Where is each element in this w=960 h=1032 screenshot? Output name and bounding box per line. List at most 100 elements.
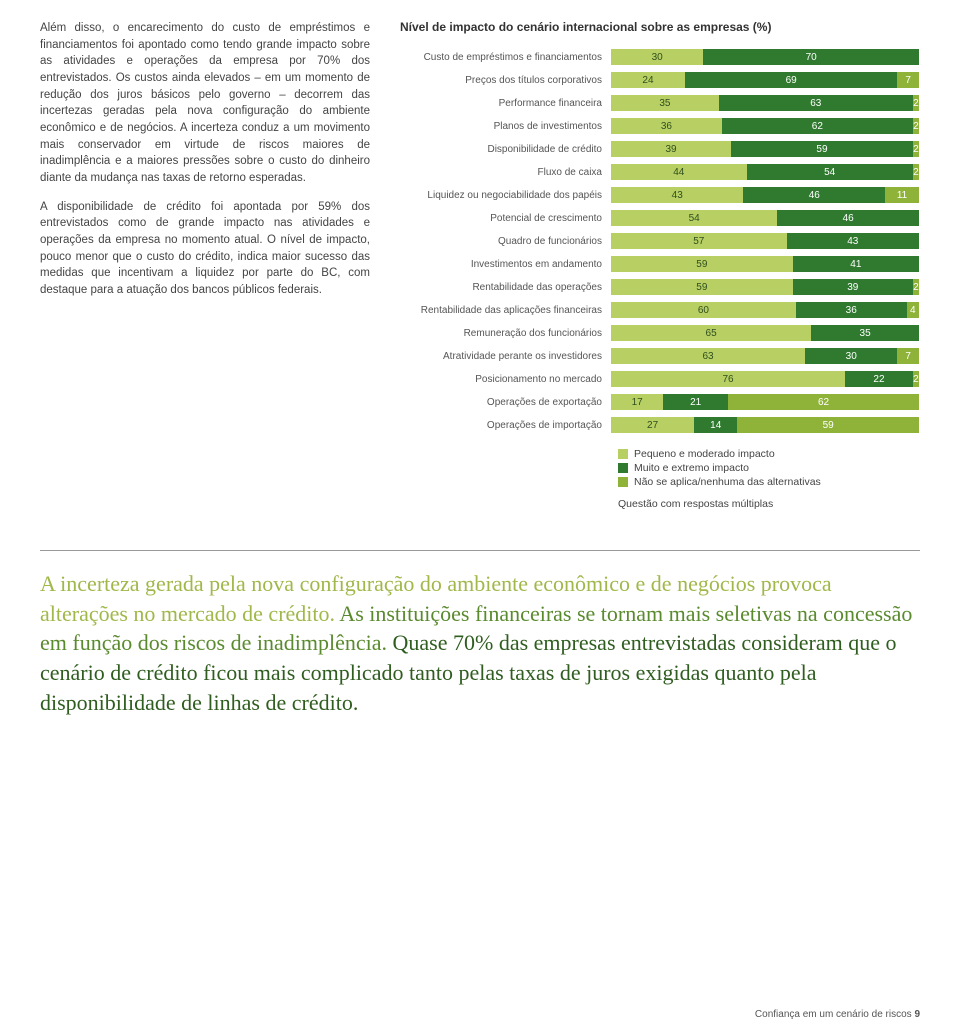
chart-column: Nível de impacto do cenário internaciona… (400, 20, 920, 510)
chart-segment: 30 (611, 49, 703, 65)
chart-segment: 59 (731, 141, 913, 157)
chart-title: Nível de impacto do cenário internaciona… (400, 20, 920, 34)
chart-segment: 62 (728, 394, 919, 410)
chart-row: Rentabilidade das operações59392 (400, 278, 920, 296)
chart-segment: 76 (611, 371, 845, 387)
chart-segment: 2 (913, 279, 919, 295)
chart-row-label: Preços dos títulos corporativos (400, 75, 610, 86)
legend-label: Muito e extremo impacto (634, 462, 749, 474)
legend-swatch (618, 477, 628, 487)
chart-segment: 60 (611, 302, 796, 318)
legend-label: Pequeno e moderado impacto (634, 448, 775, 460)
chart-row: Rentabilidade das aplicações financeiras… (400, 301, 920, 319)
chart-row-bars: 434611 (610, 186, 920, 204)
chart-segment: 36 (796, 302, 907, 318)
chart-row: Disponibilidade de crédito39592 (400, 140, 920, 158)
chart-row-bars: 172162 (610, 393, 920, 411)
chart-segment: 2 (913, 118, 919, 134)
chart-segment: 70 (703, 49, 919, 65)
chart-row-bars: 39592 (610, 140, 920, 158)
chart-row: Performance financeira35632 (400, 94, 920, 112)
chart-row-label: Remuneração dos funcionários (400, 328, 610, 339)
chart-segment: 2 (913, 371, 919, 387)
chart-segment: 43 (611, 187, 743, 203)
chart-segment: 2 (913, 95, 919, 111)
chart-segment: 46 (777, 210, 919, 226)
chart-segment: 65 (611, 325, 811, 341)
legend-item: Muito e extremo impacto (618, 462, 920, 474)
chart-segment: 63 (611, 348, 805, 364)
legend-item: Pequeno e moderado impacto (618, 448, 920, 460)
chart-row-label: Operações de importação (400, 420, 610, 431)
chart-segment: 44 (611, 164, 747, 180)
chart-segment: 41 (793, 256, 919, 272)
chart-segment: 46 (743, 187, 885, 203)
chart-row-label: Liquidez ou negociabilidade dos papéis (400, 190, 610, 201)
chart-row-bars: 5941 (610, 255, 920, 273)
chart-segment: 14 (694, 417, 737, 433)
chart-segment: 59 (611, 279, 793, 295)
chart-row-label: Potencial de crescimento (400, 213, 610, 224)
chart-row: Remuneração dos funcionários6535 (400, 324, 920, 342)
chart-segment: 59 (611, 256, 793, 272)
chart-row-bars: 271459 (610, 416, 920, 434)
chart-segment: 62 (722, 118, 913, 134)
chart-segment: 11 (885, 187, 919, 203)
paragraph-1: Além disso, o encarecimento do custo de … (40, 20, 370, 187)
chart-segment: 7 (897, 72, 919, 88)
chart-note: Questão com respostas múltiplas (618, 498, 920, 510)
paragraph-2: A disponibilidade de crédito foi apontad… (40, 199, 370, 299)
chart-row-bars: 3070 (610, 48, 920, 66)
chart-rows-container: Custo de empréstimos e financiamentos307… (400, 48, 920, 434)
chart-segment: 30 (805, 348, 897, 364)
footer-text: Confiança em um cenário de riscos (755, 1009, 912, 1020)
chart-segment: 54 (747, 164, 913, 180)
chart-row-label: Rentabilidade das aplicações financeiras (400, 305, 610, 316)
chart-row: Custo de empréstimos e financiamentos307… (400, 48, 920, 66)
chart-segment: 4 (907, 302, 919, 318)
chart-row-label: Custo de empréstimos e financiamentos (400, 52, 610, 63)
chart-row-bars: 36622 (610, 117, 920, 135)
chart-row-label: Quadro de funcionários (400, 236, 610, 247)
chart-row-bars: 35632 (610, 94, 920, 112)
chart-segment: 17 (611, 394, 663, 410)
chart-segment: 35 (611, 95, 719, 111)
chart-segment: 69 (685, 72, 898, 88)
chart-segment: 57 (611, 233, 787, 249)
chart-segment: 7 (897, 348, 919, 364)
chart-segment: 24 (611, 72, 685, 88)
page-footer: Confiança em um cenário de riscos 9 (755, 1009, 920, 1020)
chart-segment: 63 (719, 95, 913, 111)
legend-swatch (618, 449, 628, 459)
chart-segment: 43 (787, 233, 919, 249)
chart-segment: 35 (811, 325, 919, 341)
legend-swatch (618, 463, 628, 473)
chart-row-bars: 63307 (610, 347, 920, 365)
chart-row: Potencial de crescimento5446 (400, 209, 920, 227)
chart-segment: 36 (611, 118, 722, 134)
chart-row: Planos de investimentos36622 (400, 117, 920, 135)
chart-row-label: Performance financeira (400, 98, 610, 109)
legend-item: Não se aplica/nenhuma das alternativas (618, 476, 920, 488)
chart-segment: 54 (611, 210, 777, 226)
chart-segment: 27 (611, 417, 694, 433)
chart-row-label: Investimentos em andamento (400, 259, 610, 270)
chart-row: Atratividade perante os investidores6330… (400, 347, 920, 365)
chart-row-label: Fluxo de caixa (400, 167, 610, 178)
chart-row: Operações de importação271459 (400, 416, 920, 434)
chart-row: Investimentos em andamento5941 (400, 255, 920, 273)
footer-page-number: 9 (914, 1009, 920, 1020)
chart-row-label: Planos de investimentos (400, 121, 610, 132)
legend-label: Não se aplica/nenhuma das alternativas (634, 476, 821, 488)
chart-row-bars: 5743 (610, 232, 920, 250)
chart-segment: 21 (663, 394, 728, 410)
chart-segment: 22 (845, 371, 913, 387)
chart-row: Operações de exportação172162 (400, 393, 920, 411)
chart-segment: 2 (913, 141, 919, 157)
chart-row-label: Disponibilidade de crédito (400, 144, 610, 155)
chart-segment: 59 (737, 417, 919, 433)
chart-row-bars: 5446 (610, 209, 920, 227)
chart-row: Quadro de funcionários5743 (400, 232, 920, 250)
chart-legend: Pequeno e moderado impacto Muito e extrem… (618, 448, 920, 488)
body-text-column: Além disso, o encarecimento do custo de … (40, 20, 370, 510)
